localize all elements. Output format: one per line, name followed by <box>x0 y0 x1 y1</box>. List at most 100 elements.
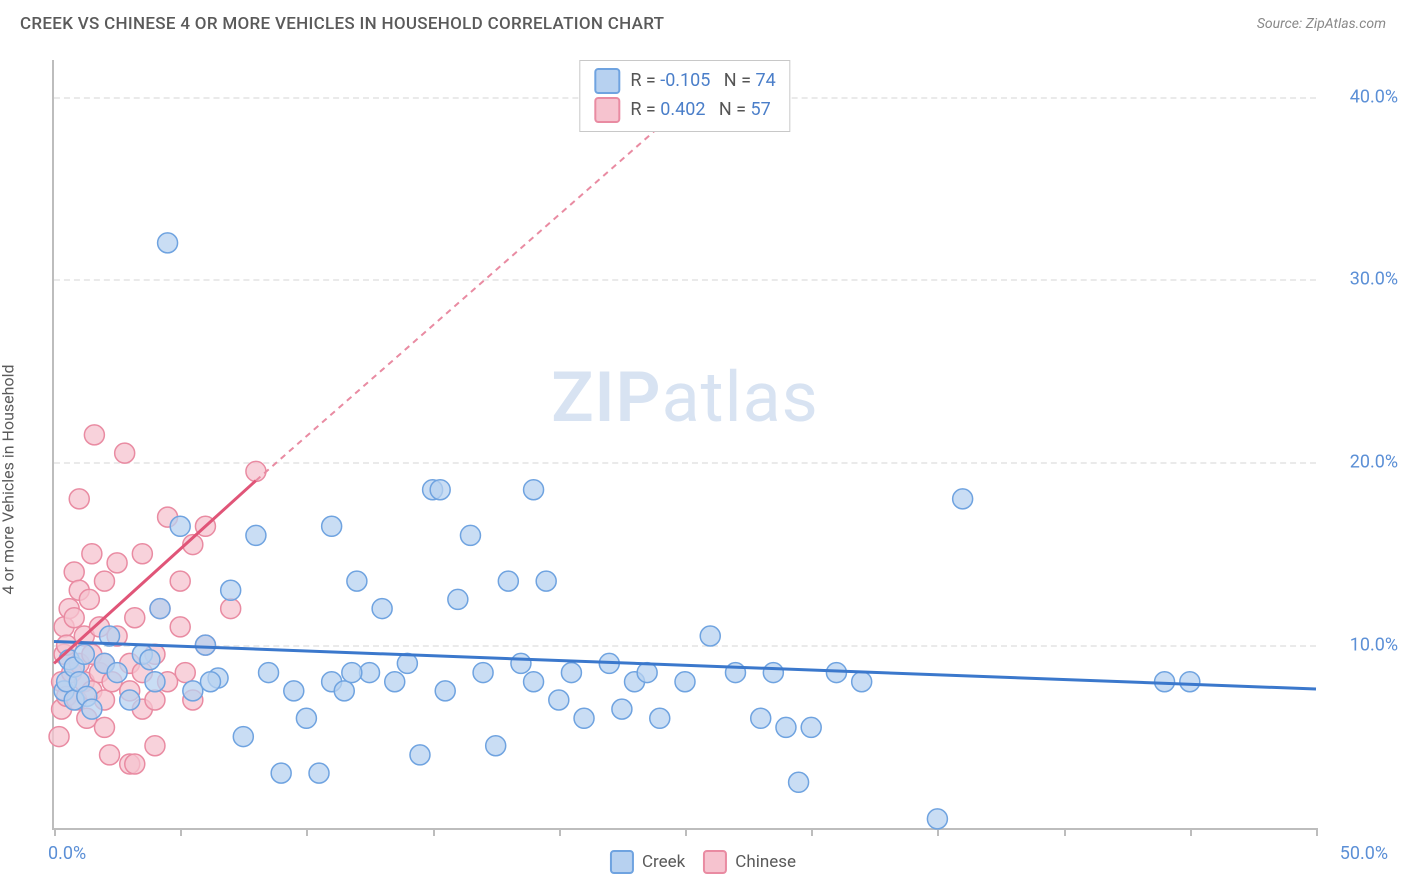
scatter-point <box>385 672 405 692</box>
legend-label: Chinese <box>735 852 796 872</box>
scatter-point <box>536 571 556 591</box>
correlation-legend-row: R = 0.402 N = 57 <box>594 96 775 125</box>
scatter-point <box>372 599 392 619</box>
chart-header: CREEK VS CHINESE 4 OR MORE VEHICLES IN H… <box>0 0 1406 48</box>
y-axis-label: 4 or more Vehicles in Household <box>0 364 18 594</box>
scatter-point <box>1180 672 1200 692</box>
scatter-point <box>145 672 165 692</box>
scatter-point <box>430 480 450 500</box>
scatter-point <box>650 708 670 728</box>
x-axis-min-label: 0.0% <box>48 843 86 864</box>
scatter-point <box>511 653 531 673</box>
scatter-point <box>82 544 102 564</box>
scatter-point <box>284 681 304 701</box>
scatter-point <box>140 650 160 670</box>
legend-swatch <box>594 97 620 123</box>
scatter-point <box>259 663 279 683</box>
scatter-point <box>221 599 241 619</box>
scatter-point <box>120 690 140 710</box>
legend-text: R = 0.402 N = 57 <box>630 96 770 125</box>
scatter-point <box>79 589 99 609</box>
y-axis-tick-label: 20.0% <box>1350 452 1398 473</box>
scatter-point <box>347 571 367 591</box>
scatter-point <box>233 727 253 747</box>
scatter-point <box>334 681 354 701</box>
legend-swatch <box>703 850 727 874</box>
scatter-point <box>175 663 195 683</box>
scatter-point <box>158 233 178 253</box>
legend-label: Creek <box>642 852 685 872</box>
x-axis-tick <box>433 828 435 836</box>
scatter-point <box>574 708 594 728</box>
scatter-point <box>246 525 266 545</box>
scatter-point <box>524 672 544 692</box>
legend-swatch <box>610 850 634 874</box>
chart-title: CREEK VS CHINESE 4 OR MORE VEHICLES IN H… <box>20 14 664 34</box>
x-axis-tick <box>1316 828 1318 836</box>
scatter-point <box>82 699 102 719</box>
scatter-point <box>342 663 362 683</box>
scatter-point <box>150 599 170 619</box>
scatter-point <box>49 727 69 747</box>
scatter-point <box>751 708 771 728</box>
scatter-point <box>927 809 947 829</box>
scatter-point <box>473 663 493 683</box>
scatter-point <box>107 553 127 573</box>
x-axis-tick <box>1190 828 1192 836</box>
scatter-point <box>776 717 796 737</box>
scatter-point <box>94 717 114 737</box>
scatter-point <box>195 635 215 655</box>
scatter-point <box>561 663 581 683</box>
legend-text: R = -0.105 N = 74 <box>630 67 775 96</box>
scatter-point <box>789 772 809 792</box>
scatter-point <box>69 489 89 509</box>
scatter-point <box>246 461 266 481</box>
chart-container: 4 or more Vehicles in Household ZIPatlas… <box>0 48 1406 892</box>
scatter-point <box>94 571 114 591</box>
scatter-point <box>700 626 720 646</box>
x-axis-tick <box>811 828 813 836</box>
scatter-plot-svg <box>54 60 1316 828</box>
series-legend-item: Chinese <box>703 850 796 874</box>
x-axis-tick <box>306 828 308 836</box>
scatter-point <box>74 644 94 664</box>
scatter-point <box>435 681 455 701</box>
scatter-point <box>953 489 973 509</box>
scatter-point <box>524 480 544 500</box>
legend-swatch <box>594 68 620 94</box>
series-legend-item: Creek <box>610 850 685 874</box>
y-axis-tick-label: 10.0% <box>1350 635 1398 656</box>
scatter-point <box>410 745 430 765</box>
x-axis-max-label: 50.0% <box>1340 843 1388 864</box>
scatter-point <box>132 544 152 564</box>
x-axis-tick <box>685 828 687 836</box>
scatter-point <box>296 708 316 728</box>
scatter-point <box>498 571 518 591</box>
scatter-point <box>170 617 190 637</box>
scatter-point <box>84 425 104 445</box>
scatter-point <box>309 763 329 783</box>
x-axis-tick <box>559 828 561 836</box>
scatter-point <box>64 608 84 628</box>
scatter-point <box>145 690 165 710</box>
scatter-point <box>322 516 342 536</box>
x-axis-tick <box>180 828 182 836</box>
scatter-point <box>612 699 632 719</box>
scatter-point <box>125 608 145 628</box>
scatter-point <box>486 736 506 756</box>
scatter-point <box>183 681 203 701</box>
scatter-point <box>170 516 190 536</box>
scatter-point <box>125 754 145 774</box>
scatter-point <box>115 443 135 463</box>
scatter-point <box>801 717 821 737</box>
y-axis-tick-label: 40.0% <box>1350 86 1398 107</box>
x-axis-tick <box>54 828 56 836</box>
source-citation: Source: ZipAtlas.com <box>1257 16 1386 32</box>
scatter-point <box>145 736 165 756</box>
scatter-point <box>460 525 480 545</box>
plot-area: ZIPatlas R = -0.105 N = 74R = 0.402 N = … <box>52 60 1316 830</box>
correlation-legend: R = -0.105 N = 74R = 0.402 N = 57 <box>579 60 790 132</box>
series-legend: Creek Chinese <box>610 850 796 874</box>
correlation-legend-row: R = -0.105 N = 74 <box>594 67 775 96</box>
scatter-point <box>64 562 84 582</box>
